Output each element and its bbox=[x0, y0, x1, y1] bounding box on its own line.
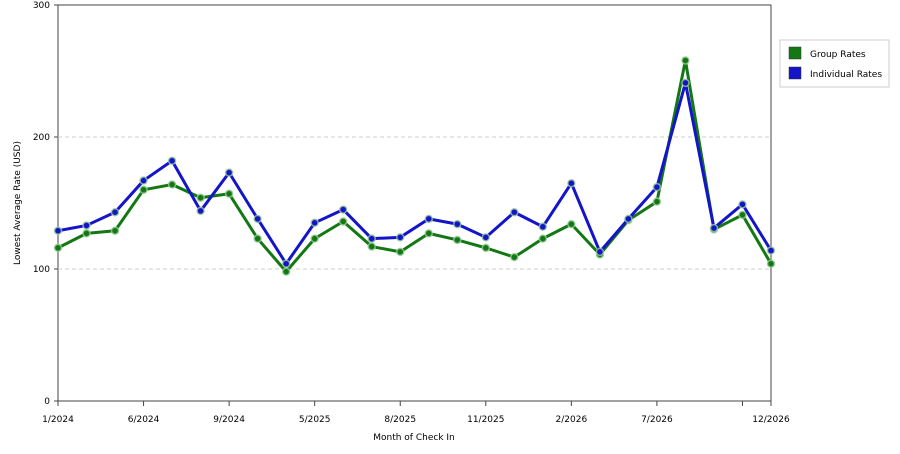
data-point bbox=[395, 233, 405, 242]
data-point bbox=[624, 214, 633, 224]
data-point bbox=[481, 233, 491, 242]
data-point bbox=[424, 214, 434, 224]
data-point bbox=[253, 214, 262, 224]
data-point bbox=[167, 156, 177, 166]
data-point bbox=[681, 56, 690, 65]
data-point bbox=[338, 217, 348, 226]
data-point bbox=[567, 178, 576, 188]
x-tick-label: 12/2026 bbox=[752, 415, 790, 425]
data-point bbox=[253, 234, 262, 243]
y-tick-label: 200 bbox=[33, 133, 50, 143]
y-tick-label: 0 bbox=[44, 397, 50, 407]
x-tick-label: 9/2024 bbox=[213, 415, 245, 425]
data-point bbox=[82, 229, 91, 238]
data-point bbox=[738, 200, 747, 209]
legend-swatch bbox=[788, 66, 802, 80]
data-point bbox=[310, 218, 319, 228]
x-tick-label: 6/2024 bbox=[128, 415, 160, 425]
legend-label: Individual Rates bbox=[810, 70, 882, 80]
data-point bbox=[510, 252, 519, 262]
data-point bbox=[709, 223, 719, 233]
x-tick-label: 5/2025 bbox=[299, 415, 331, 425]
x-tick-label: 11/2025 bbox=[467, 415, 504, 425]
data-point bbox=[310, 234, 319, 243]
data-point bbox=[510, 207, 519, 217]
data-point bbox=[281, 259, 291, 268]
data-point bbox=[196, 206, 205, 216]
x-tick-label: 7/2026 bbox=[641, 415, 673, 425]
data-point bbox=[395, 247, 405, 257]
data-point bbox=[338, 205, 348, 214]
x-tick-label: 8/2025 bbox=[384, 415, 416, 425]
data-point bbox=[766, 259, 776, 268]
data-point bbox=[424, 229, 434, 238]
data-point bbox=[196, 193, 205, 202]
x-tick-label: 1/2024 bbox=[42, 415, 74, 425]
data-point bbox=[139, 176, 148, 185]
plot-area bbox=[57, 4, 772, 402]
data-point bbox=[53, 226, 63, 235]
data-point bbox=[652, 182, 662, 192]
data-point bbox=[224, 189, 234, 199]
data-point bbox=[538, 234, 548, 243]
series-line bbox=[57, 81, 773, 266]
series-line bbox=[57, 58, 773, 274]
data-point bbox=[595, 247, 605, 257]
data-point bbox=[367, 234, 376, 243]
data-point bbox=[110, 226, 120, 235]
data-point bbox=[82, 221, 91, 230]
data-point bbox=[453, 235, 462, 245]
data-point bbox=[453, 219, 462, 229]
data-point bbox=[738, 210, 747, 220]
data-point bbox=[167, 180, 177, 189]
data-point bbox=[139, 185, 148, 195]
x-axis-label: Month of Check In bbox=[373, 433, 455, 443]
y-tick-label: 100 bbox=[33, 265, 50, 275]
legend-swatch bbox=[788, 46, 802, 60]
data-point bbox=[224, 168, 234, 177]
data-point bbox=[652, 197, 662, 206]
data-point bbox=[567, 219, 576, 229]
legend-label: Group Rates bbox=[810, 50, 866, 60]
data-point bbox=[538, 222, 548, 232]
y-axis-label: Lowest Average Rate (USD) bbox=[13, 141, 23, 265]
data-point bbox=[681, 78, 690, 88]
y-tick-label: 300 bbox=[33, 1, 50, 11]
data-point bbox=[281, 267, 291, 276]
x-tick-label: 2/2026 bbox=[556, 415, 588, 425]
data-point bbox=[766, 246, 776, 255]
data-point bbox=[481, 243, 491, 253]
data-point bbox=[367, 242, 376, 251]
data-point bbox=[110, 207, 120, 217]
data-point bbox=[53, 243, 63, 253]
